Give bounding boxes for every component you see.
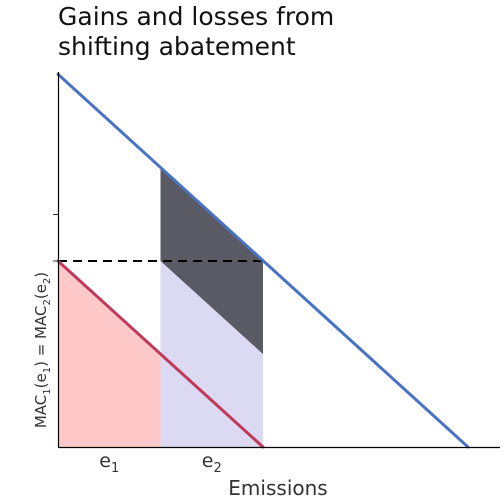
x-tick-label-e1: e1	[99, 450, 119, 476]
gain-area	[58, 261, 161, 447]
chart-title-line-1: Gains and losses from	[58, 2, 335, 31]
x-tick-label-e2: e2	[202, 450, 222, 476]
lines-layer	[56, 72, 470, 449]
chart-title-line-2: shifting abatement	[58, 32, 296, 61]
regions-layer	[58, 167, 263, 447]
chart-title: Gains and losses from shifting abatement	[58, 2, 334, 62]
ticks-layer: e1 e2	[53, 214, 222, 476]
x-axis-label: Emissions	[228, 476, 327, 500]
mac2-line	[56, 72, 470, 449]
y-axis-label: MAC1(e1) = MAC2(e2)	[32, 272, 53, 428]
mac1-line	[56, 259, 265, 449]
